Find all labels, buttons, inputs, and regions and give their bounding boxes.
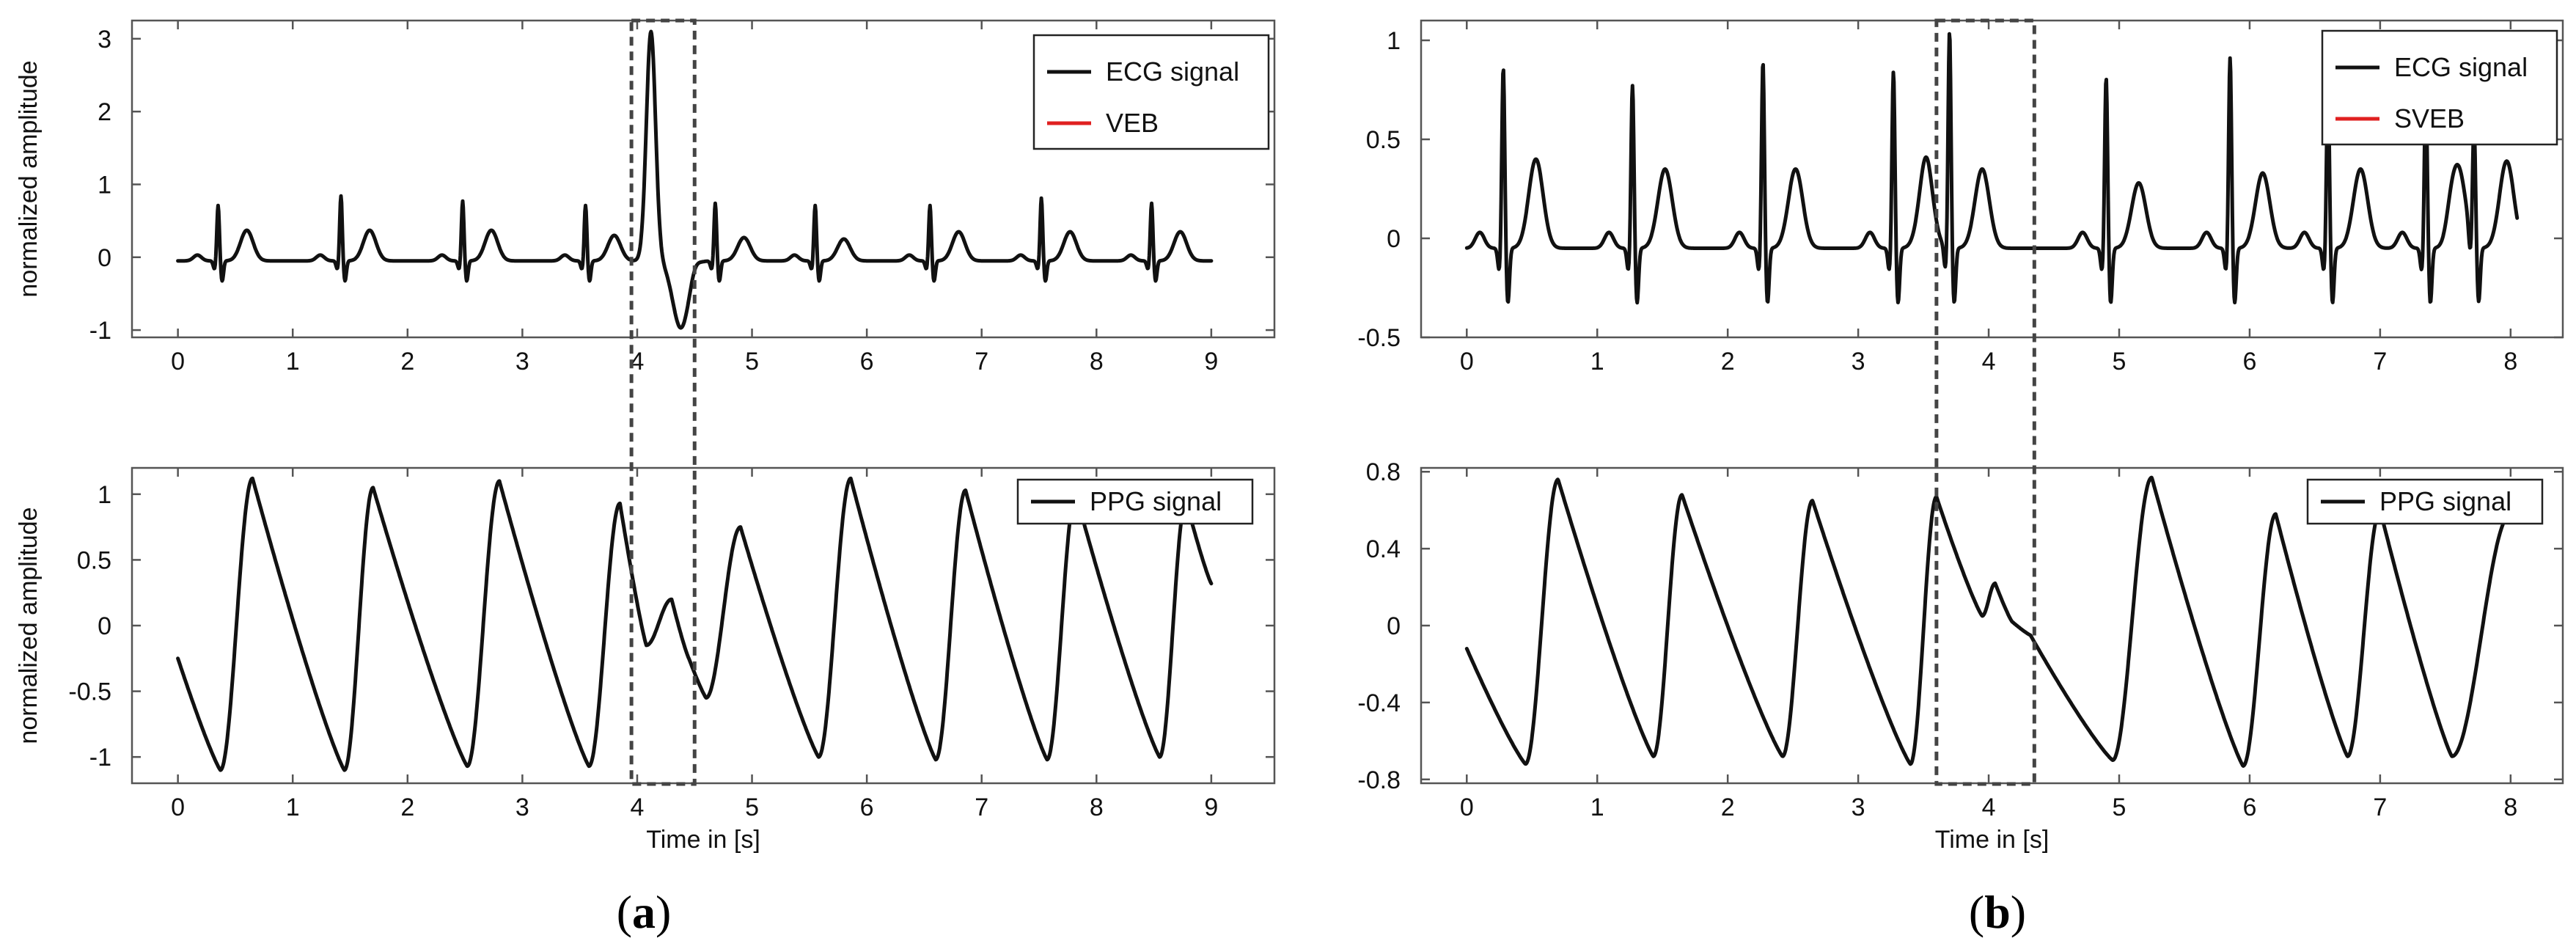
x-tick-label: 6 bbox=[860, 348, 874, 375]
y-tick-label: 0.5 bbox=[77, 546, 111, 574]
x-tick-label: 1 bbox=[286, 348, 300, 375]
y-tick-label: 1 bbox=[98, 171, 111, 199]
x-axis-label: Time in [s] bbox=[1935, 826, 2050, 854]
y-tick-label: 0.8 bbox=[1366, 458, 1401, 486]
legend-box bbox=[1032, 34, 1270, 150]
x-tick-label: 1 bbox=[1590, 348, 1604, 375]
legend-box bbox=[2321, 29, 2558, 146]
y-tick-label: 0 bbox=[1387, 612, 1401, 640]
x-tick-label: 9 bbox=[1204, 794, 1218, 821]
x-tick-label: 1 bbox=[1590, 794, 1604, 821]
x-tick-label: 4 bbox=[631, 348, 645, 375]
legend-label: PPG signal bbox=[1090, 486, 1222, 516]
x-tick-label: 5 bbox=[2113, 794, 2127, 821]
x-tick-label: 3 bbox=[1852, 794, 1865, 821]
x-tick-label: 8 bbox=[1090, 348, 1104, 375]
y-tick-label: 0 bbox=[98, 612, 111, 640]
x-tick-label: 2 bbox=[400, 794, 414, 821]
x-tick-label: 7 bbox=[975, 794, 988, 821]
legend: PPG signal bbox=[1016, 478, 1254, 525]
legend-box bbox=[2306, 478, 2544, 525]
y-tick-label: -1 bbox=[89, 317, 111, 345]
x-tick-label: 0 bbox=[171, 794, 185, 821]
panel-b-top: 0 1 2 3 4 5 6 7 8 -0.5 0 0.5 1 ECG signal SVEB bbox=[1357, 19, 2564, 375]
x-tick-label: 9 bbox=[1204, 348, 1218, 375]
y-tick-label: 0 bbox=[98, 244, 111, 272]
legend-label: PPG signal bbox=[2379, 486, 2511, 516]
x-tick-label: 5 bbox=[2113, 348, 2127, 375]
y-tick-label: 2 bbox=[98, 98, 111, 126]
x-tick-label: 1 bbox=[286, 794, 300, 821]
x-tick-label: 2 bbox=[400, 348, 414, 375]
legend: PPG signal bbox=[2306, 478, 2544, 525]
x-tick-label: 2 bbox=[1721, 794, 1735, 821]
y-axis-label: normalized amplitude bbox=[15, 507, 43, 744]
x-tick-label: 4 bbox=[1982, 348, 1996, 375]
y-tick-label: 3 bbox=[98, 26, 111, 54]
legend-label: VEB bbox=[1106, 108, 1159, 138]
series-line-ppg bbox=[176, 476, 1214, 772]
x-tick-label: 6 bbox=[860, 794, 874, 821]
x-tick-label: 8 bbox=[1090, 794, 1104, 821]
caption-b: (b) bbox=[1969, 886, 2026, 938]
y-tick-label: 0.4 bbox=[1366, 535, 1401, 563]
series-line-ecg bbox=[1464, 32, 2520, 305]
x-tick-label: 8 bbox=[2503, 794, 2517, 821]
y-tick-label: 1 bbox=[98, 481, 111, 509]
x-tick-label: 6 bbox=[2242, 348, 2256, 375]
x-tick-label: 7 bbox=[2373, 794, 2387, 821]
legend-label: SVEB bbox=[2394, 103, 2465, 133]
x-tick-label: 4 bbox=[1982, 794, 1996, 821]
x-tick-label: 6 bbox=[2242, 794, 2256, 821]
y-tick-label: -1 bbox=[89, 744, 111, 772]
y-tick-label: 0 bbox=[1387, 225, 1401, 253]
x-tick-label: 7 bbox=[975, 348, 988, 375]
y-tick-label: 1 bbox=[1387, 27, 1401, 55]
x-tick-label: 3 bbox=[515, 794, 529, 821]
x-tick-label: 5 bbox=[745, 348, 759, 375]
highlight-box bbox=[629, 18, 697, 786]
legend-label: ECG signal bbox=[1106, 56, 1239, 87]
x-tick-label: 3 bbox=[515, 348, 529, 375]
panel-a-top: 0 1 2 3 4 5 6 7 8 9 -1 0 1 2 3 normalized amplitude ECG … bbox=[15, 19, 1276, 375]
x-tick-label: 4 bbox=[631, 794, 645, 821]
y-tick-label: -0.5 bbox=[68, 678, 111, 706]
panel-a-bottom: 0 1 2 3 4 5 6 7 8 9 -1 -0.5 0 0.5 1 normalized amplitud… bbox=[15, 466, 1276, 854]
y-axis-label: normalized amplitude bbox=[15, 60, 43, 297]
legend: ECG signal VEB bbox=[1032, 34, 1270, 150]
legend-label: ECG signal bbox=[2394, 52, 2528, 82]
y-tick-label: 0.5 bbox=[1366, 126, 1401, 154]
x-tick-label: 5 bbox=[745, 794, 759, 821]
y-tick-label: -0.5 bbox=[1357, 324, 1401, 352]
caption-a: (a) bbox=[617, 886, 672, 938]
panel-b-bottom: 0 1 2 3 4 5 6 7 8 -0.8 -0.4 0 0.4 0.8 Time in [s] PPG s… bbox=[1357, 458, 2564, 854]
y-tick-label: -0.8 bbox=[1357, 766, 1401, 794]
x-tick-label: 8 bbox=[2503, 348, 2517, 375]
legend: ECG signal SVEB bbox=[2321, 29, 2558, 146]
x-tick-label: 3 bbox=[1852, 348, 1865, 375]
x-axis-label: Time in [s] bbox=[646, 826, 760, 854]
series-line-ppg bbox=[1464, 475, 2513, 768]
x-tick-label: 0 bbox=[1460, 794, 1474, 821]
x-tick-label: 0 bbox=[171, 348, 185, 375]
y-tick-label: -0.4 bbox=[1357, 689, 1401, 717]
highlight-boxes bbox=[629, 18, 2036, 786]
x-tick-label: 2 bbox=[1721, 348, 1735, 375]
x-tick-label: 0 bbox=[1460, 348, 1474, 375]
highlight-box bbox=[1934, 18, 2036, 786]
x-tick-label: 7 bbox=[2373, 348, 2387, 375]
